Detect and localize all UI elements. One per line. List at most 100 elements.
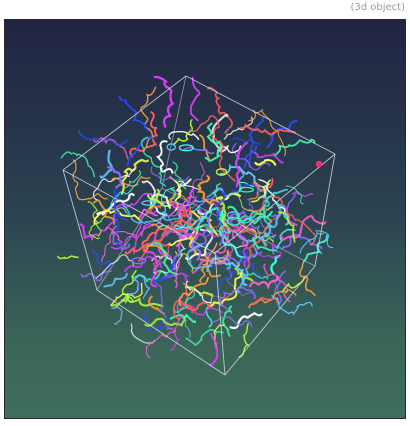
molecule-strand [101, 230, 137, 262]
molecule-strand [130, 323, 155, 344]
molecule-strand [141, 179, 168, 216]
molecule-strand [92, 248, 112, 268]
molecule-strand [237, 223, 274, 243]
molecule-strand [106, 166, 123, 189]
molecule-strand [60, 151, 95, 178]
molecule-strand [246, 198, 268, 229]
molecule-strand [204, 122, 223, 162]
molecule-strand [152, 245, 170, 276]
molecule-strand [178, 276, 209, 307]
molecule-strand [206, 208, 228, 222]
molecule-strand [142, 239, 171, 251]
molecule-strand [168, 230, 195, 246]
molecule-strand [185, 280, 212, 304]
molecule-strand [219, 210, 258, 230]
bounding-box-edge [62, 169, 216, 254]
molecule-strand [118, 95, 150, 132]
molecule-strand [233, 135, 261, 146]
molecule-strand [93, 209, 141, 225]
molecule-strand [252, 296, 279, 306]
3d-viewer-canvas[interactable] [4, 19, 406, 419]
molecule-strand [80, 270, 112, 282]
molecule-strand [218, 226, 230, 247]
molecule-strand [145, 313, 184, 359]
molecule-ring [226, 216, 241, 226]
molecule-strand [175, 203, 192, 224]
molecule-strand [113, 192, 123, 248]
bounding-box-edge [214, 252, 226, 376]
molecule-strand [261, 201, 283, 247]
molecule-strand [248, 108, 287, 157]
bounding-box-edge [96, 289, 226, 376]
molecule-strand [195, 223, 215, 234]
molecule-strand [121, 292, 164, 308]
molecule-strand [79, 223, 99, 241]
molecule-strand [172, 119, 193, 146]
molecule-strand [241, 272, 269, 280]
molecule-strand [277, 211, 296, 243]
molecule-ring [141, 200, 157, 206]
molecule-strand [248, 195, 284, 213]
molecule-ring [238, 186, 255, 193]
molecule-strand [167, 203, 195, 235]
molecule-strand [252, 178, 274, 194]
molecule-strand [256, 232, 282, 259]
molecule-strand [222, 305, 233, 337]
molecule-strand [57, 255, 79, 260]
molecule-strand [299, 261, 316, 297]
molecule-strand [185, 228, 214, 261]
molecule-strand [185, 328, 224, 346]
molecule-strand [228, 251, 263, 266]
molecule-strand [248, 181, 260, 200]
molecule-strand [176, 180, 202, 190]
molecule-strand [183, 146, 215, 155]
molecule-strand [175, 178, 192, 199]
molecule-strand [110, 222, 151, 250]
molecule-strand [236, 251, 264, 279]
molecule-strand [189, 115, 220, 136]
bounding-box-edge [185, 75, 336, 155]
molecule-strand [234, 141, 248, 188]
molecule-strand [213, 261, 248, 287]
molecule-strand [217, 196, 231, 234]
molecule-ring [226, 211, 241, 220]
molecule-strand [237, 186, 273, 216]
molecule-strand [197, 202, 214, 215]
molecule-ring [166, 143, 176, 151]
molecule-strand [207, 86, 233, 134]
molecule-strand [242, 145, 258, 169]
molecule-strand [96, 192, 135, 217]
molecule-strand [219, 163, 268, 200]
molecule-strand [156, 140, 174, 174]
molecule-strand [166, 327, 180, 352]
molecule-ring [131, 257, 147, 265]
molecule-strand [103, 272, 128, 288]
molecule-strand [140, 136, 167, 187]
molecule-strand [173, 259, 180, 289]
molecule-strand [219, 286, 256, 310]
molecule-strand [270, 254, 281, 275]
molecule-strand [124, 224, 162, 255]
molecule-strand [254, 159, 277, 166]
molecule-strand [219, 218, 273, 235]
molecule-strand [153, 75, 175, 128]
molecule-strand [173, 207, 219, 229]
molecule-strand [299, 232, 324, 254]
molecule-strand [127, 274, 151, 299]
marker-dot [315, 160, 323, 168]
molecule-strand [168, 130, 200, 140]
molecule-strand [251, 179, 271, 203]
molecule-strand [191, 162, 205, 202]
molecule-strand [211, 182, 221, 198]
molecule-strand [99, 149, 114, 179]
molecule-strand [110, 282, 143, 306]
molecule-strand [210, 271, 243, 307]
molecule-strand [161, 186, 183, 221]
bounding-box-edge [214, 153, 336, 254]
molecule-strand [172, 299, 194, 321]
molecule-strand [266, 120, 298, 149]
molecule-strand [216, 225, 262, 244]
molecule-ring [215, 168, 228, 176]
molecule-strand [72, 159, 108, 201]
3d-scene[interactable] [5, 20, 405, 418]
